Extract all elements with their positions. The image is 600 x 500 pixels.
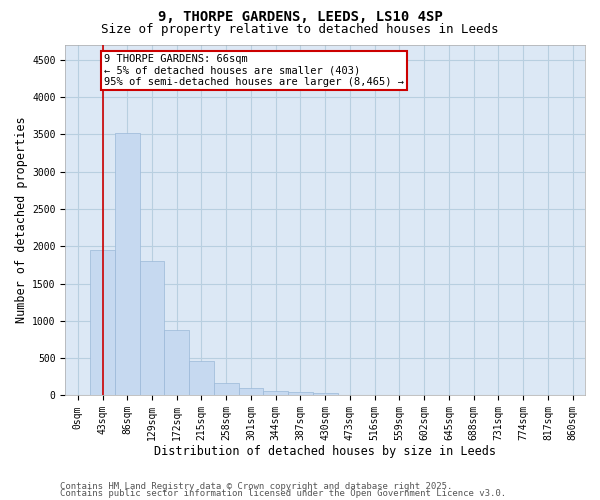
Bar <box>140 261 164 396</box>
Bar <box>288 392 313 396</box>
Y-axis label: Number of detached properties: Number of detached properties <box>15 117 28 324</box>
Text: Contains public sector information licensed under the Open Government Licence v3: Contains public sector information licen… <box>60 489 506 498</box>
Text: Size of property relative to detached houses in Leeds: Size of property relative to detached ho… <box>101 22 499 36</box>
Bar <box>263 390 288 396</box>
Text: 9, THORPE GARDENS, LEEDS, LS10 4SP: 9, THORPE GARDENS, LEEDS, LS10 4SP <box>158 10 442 24</box>
Text: Contains HM Land Registry data © Crown copyright and database right 2025.: Contains HM Land Registry data © Crown c… <box>60 482 452 491</box>
Bar <box>189 361 214 396</box>
Bar <box>313 393 338 396</box>
Bar <box>90 250 115 396</box>
Bar <box>115 133 140 396</box>
Bar <box>214 382 239 396</box>
Text: 9 THORPE GARDENS: 66sqm
← 5% of detached houses are smaller (403)
95% of semi-de: 9 THORPE GARDENS: 66sqm ← 5% of detached… <box>104 54 404 87</box>
X-axis label: Distribution of detached houses by size in Leeds: Distribution of detached houses by size … <box>154 444 496 458</box>
Bar <box>164 330 189 396</box>
Bar <box>239 388 263 396</box>
